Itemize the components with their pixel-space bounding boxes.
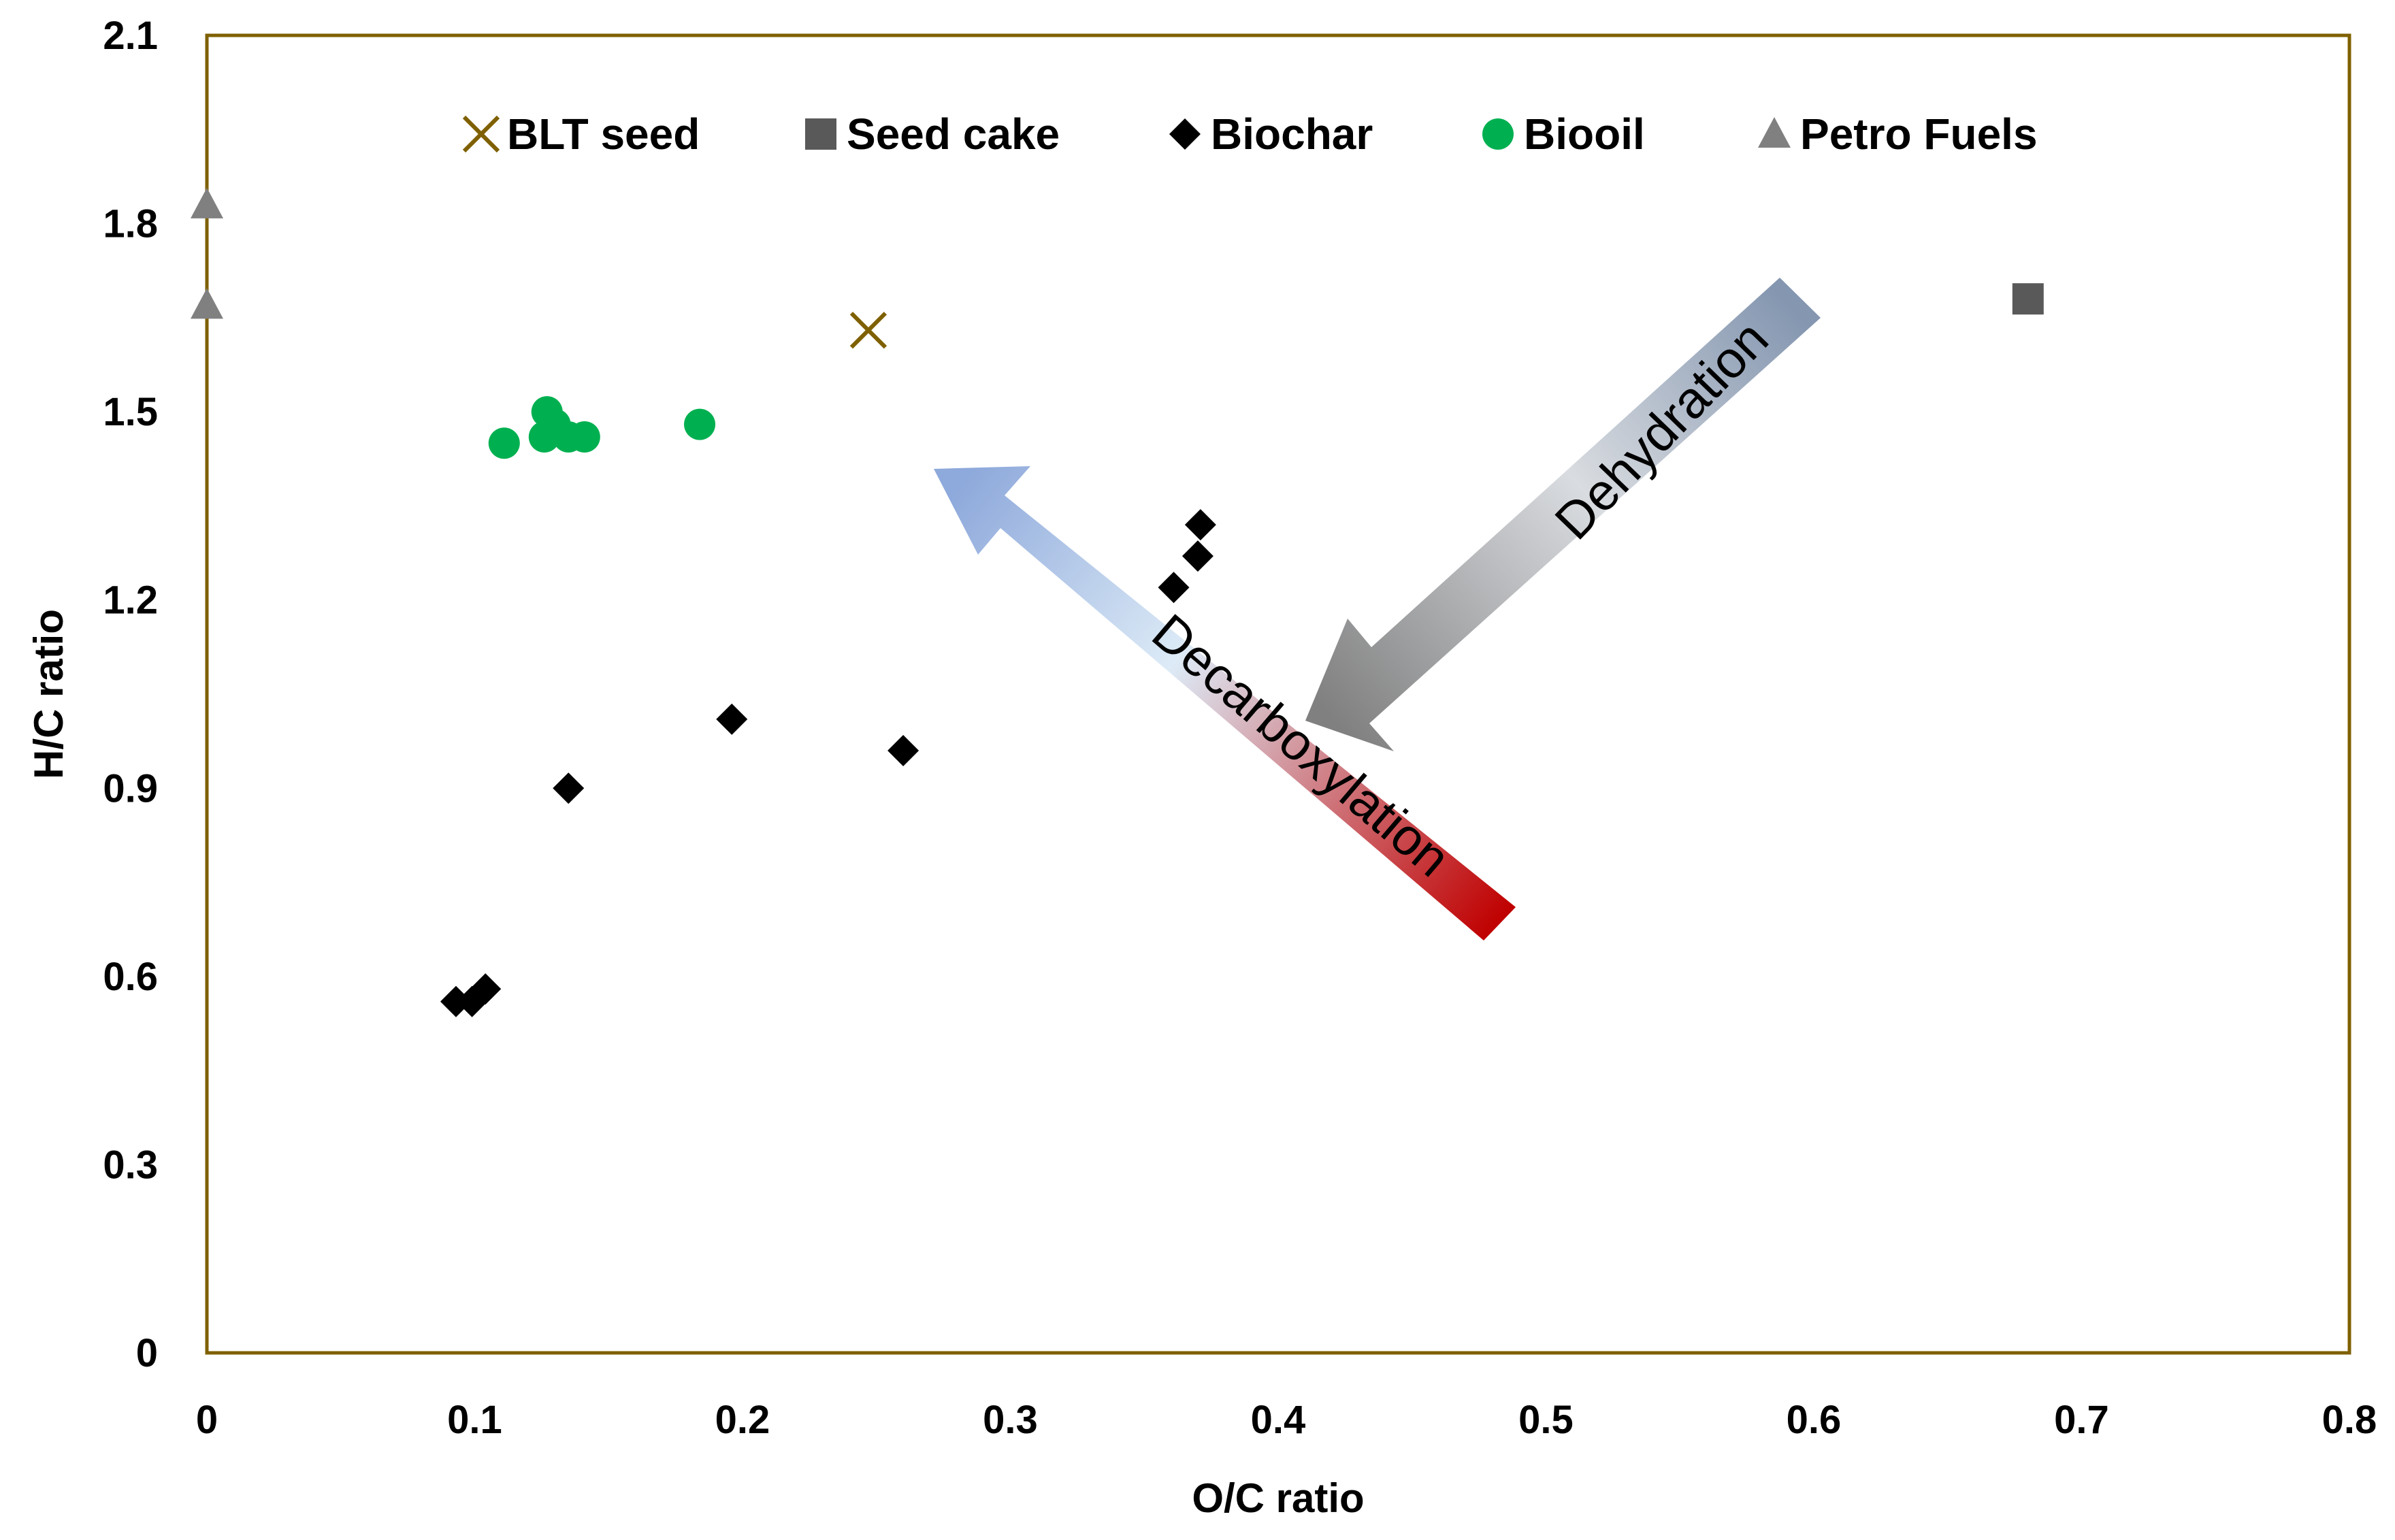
petro-fuels-point <box>191 288 223 319</box>
x-axis-title: O/C ratio <box>1192 1475 1364 1521</box>
x-tick-label: 0.5 <box>1518 1398 1574 1442</box>
biochar-point <box>553 772 585 804</box>
legend-marker-seed-cake <box>805 118 836 150</box>
dehydration-label: Dehydration <box>1544 310 1780 551</box>
biooil-point <box>684 408 716 440</box>
x-axis: 0 0.1 0.2 0.3 0.4 0.5 0.6 0.7 0.8 <box>196 1398 2377 1442</box>
legend: BLT seed Seed cake Biochar Biooil Petro Fuel… <box>462 110 2038 159</box>
legend-label-petro-fuels: Petro Fuels <box>1800 110 2038 159</box>
legend-label-biooil: Biooil <box>1524 110 1645 159</box>
biochar-point <box>1182 540 1213 572</box>
decarboxylation-arrow: Decarboxylation <box>934 466 1516 940</box>
biochar-point <box>887 734 919 766</box>
biochar-point <box>440 985 472 1017</box>
y-tick-label: 1.2 <box>103 578 158 623</box>
legend-marker-blt-seed <box>462 115 500 153</box>
data-points <box>191 187 2044 1017</box>
y-tick-label: 0.9 <box>103 766 158 810</box>
plot-area <box>205 33 2351 1355</box>
x-tick-label: 0.4 <box>1251 1398 1306 1442</box>
y-tick-label: 1.8 <box>103 202 158 246</box>
legend-item-biooil: Biooil <box>1482 110 1645 159</box>
blt-seed-point-stroke <box>849 312 887 349</box>
y-axis: 0 0.3 0.6 0.9 1.2 1.5 1.8 2.1 <box>103 14 158 1375</box>
legend-item-blt-seed: BLT seed <box>462 110 700 159</box>
dehydration-arrow: Dehydration <box>1305 278 1821 751</box>
legend-item-biochar: Biochar <box>1169 110 1373 159</box>
y-tick-label: 1.5 <box>103 390 158 434</box>
decarboxylation-arrow-shape <box>934 466 1516 940</box>
legend-marker-petro-fuels <box>1758 117 1791 148</box>
x-tick-label: 0.7 <box>2054 1398 2109 1442</box>
legend-label-blt-seed: BLT seed <box>507 110 700 159</box>
legend-marker-biooil <box>1482 118 1514 150</box>
biochar-point <box>1158 572 1190 604</box>
biochar-point <box>1184 509 1216 541</box>
petro-fuels-point <box>191 187 223 218</box>
x-tick-label: 0 <box>196 1398 218 1442</box>
x-tick-label: 0.6 <box>1787 1398 1842 1442</box>
biooil-point <box>488 427 520 459</box>
legend-item-petro-fuels: Petro Fuels <box>1758 110 2038 159</box>
biochar-point <box>716 703 748 735</box>
x-tick-label: 0.2 <box>715 1398 770 1442</box>
biooil-point <box>568 421 600 453</box>
y-axis-title: H/C ratio <box>26 609 71 779</box>
x-tick-label: 0.3 <box>983 1398 1038 1442</box>
seed-cake-point <box>2012 283 2044 315</box>
legend-label-biochar: Biochar <box>1211 110 1373 159</box>
x-tick-label: 0.8 <box>2322 1398 2377 1442</box>
legend-item-seed-cake: Seed cake <box>805 110 1060 159</box>
y-tick-label: 0.3 <box>103 1143 158 1187</box>
legend-marker-blt-seed-stroke <box>462 115 500 153</box>
y-tick-label: 0.6 <box>103 955 158 999</box>
legend-marker-biochar <box>1169 118 1201 150</box>
y-tick-label: 0 <box>136 1331 158 1375</box>
blt-seed-point <box>849 312 887 349</box>
y-tick-label: 2.1 <box>103 14 158 58</box>
x-tick-label: 0.1 <box>447 1398 502 1442</box>
legend-label-seed-cake: Seed cake <box>847 110 1060 159</box>
dehydration-arrow-shape <box>1305 278 1821 751</box>
biochar-point <box>470 973 502 1005</box>
